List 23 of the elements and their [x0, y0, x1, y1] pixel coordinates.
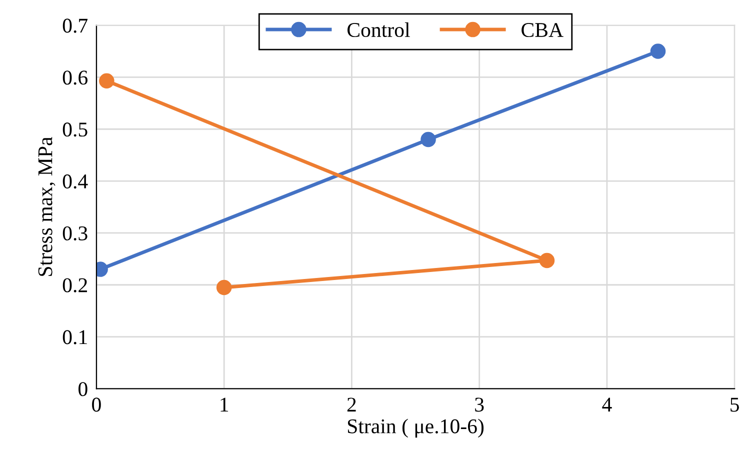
y-tick-label: 0.1: [62, 330, 87, 344]
legend-label: Control: [348, 22, 410, 38]
x-tick-label: 5: [730, 398, 739, 412]
point: [420, 132, 436, 148]
y-tick-label: 0: [78, 382, 88, 396]
y-tick-label: 0.5: [62, 122, 88, 137]
y-tick-label: 0.3: [62, 226, 88, 240]
point: [539, 252, 555, 268]
point: [650, 44, 666, 59]
y-tick-label: 0.2: [62, 278, 87, 292]
x-axis-title: Strain ( μe.10-6): [348, 418, 484, 438]
point: [99, 73, 114, 88]
y-axis-title: Stress max, MPa: [38, 136, 56, 276]
x-tick-label: 1: [220, 398, 228, 412]
x-tick-label: 3: [475, 398, 484, 412]
y-tick-label: 0.4: [62, 174, 88, 189]
y-tick-label: 0.7: [62, 18, 88, 33]
x-tick-label: 2: [347, 398, 356, 412]
point: [216, 280, 232, 296]
x-tick-label: 4: [602, 398, 612, 412]
y-tick-label: 0.6: [62, 70, 88, 85]
x-tick-label: 0: [92, 398, 101, 412]
legend-label: CBA: [522, 23, 564, 38]
